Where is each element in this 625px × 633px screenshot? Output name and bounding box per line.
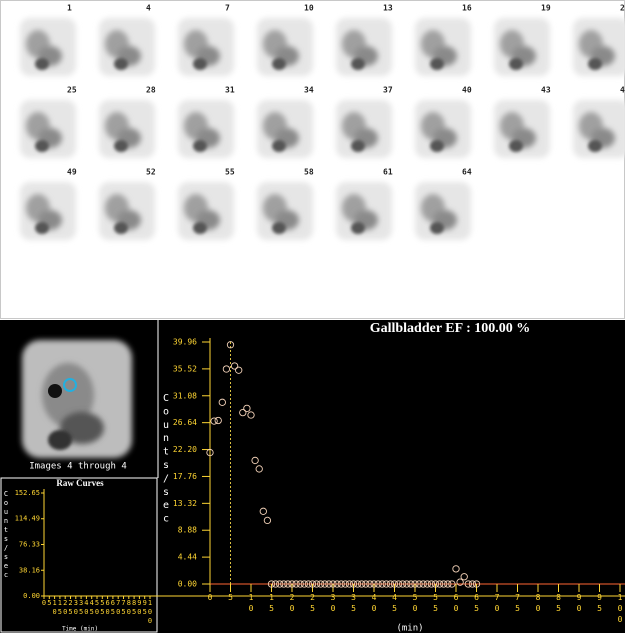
thumbnail-label: 37 (383, 86, 393, 95)
thumbnail (336, 18, 392, 76)
x-tick-label: 10 (52, 599, 56, 616)
y-tick-label: 39.96 (173, 338, 197, 347)
x-tick-label: 5 (47, 599, 51, 607)
y-tick-label: 13.32 (173, 499, 197, 508)
roi-image (22, 340, 132, 458)
y-tick-label: 76.33 (19, 540, 40, 548)
thumbnail (573, 100, 625, 158)
chart-title: Raw Curves (56, 478, 104, 488)
y-tick-label: 26.64 (173, 418, 197, 427)
thumbnail-label: 34 (304, 86, 314, 95)
thumbnail-label: 55 (225, 168, 235, 177)
thumbnail (494, 18, 550, 76)
thumbnail (336, 100, 392, 158)
y-tick-label: 0.00 (23, 592, 40, 600)
y-tick-label: 0.00 (178, 580, 197, 589)
thumbnail-label: 16 (462, 4, 472, 13)
thumbnail (20, 18, 76, 76)
thumbnail-label: 4 (146, 4, 151, 13)
thumbnail (573, 18, 625, 76)
thumbnail-label: 58 (304, 168, 314, 177)
thumbnail-label: 64 (462, 168, 472, 177)
x-tick-label: 75 (121, 599, 125, 616)
y-tick-label: 8.88 (178, 526, 197, 535)
thumbnail-label: 31 (225, 86, 235, 95)
x-axis-label: Time (min) (62, 626, 98, 633)
thumbnail (178, 18, 234, 76)
thumbnail-label: 22 (620, 4, 625, 13)
thumbnail (20, 182, 76, 240)
y-tick-label: 114.49 (15, 515, 40, 523)
thumbnail (257, 18, 313, 76)
thumbnail-label: 40 (462, 86, 472, 95)
x-tick-label: 0 (42, 599, 46, 607)
thumbnail (494, 100, 550, 158)
thumbnail-label: 7 (225, 4, 230, 13)
x-tick-label: 5 (228, 593, 233, 602)
y-tick-label: 35.52 (173, 364, 197, 373)
thumbnail-label: 10 (304, 4, 314, 13)
thumbnail-label: 19 (541, 4, 551, 13)
x-tick-label: 30 (74, 599, 78, 616)
y-tick-label: 31.08 (173, 391, 197, 400)
x-tick-label: 85 (132, 599, 136, 616)
thumbnail (178, 100, 234, 158)
thumbnail-label: 49 (67, 168, 77, 177)
thumbnail (415, 18, 471, 76)
y-tick-label: 38.16 (19, 566, 40, 574)
thumbnail (99, 18, 155, 76)
thumbnail (99, 100, 155, 158)
x-tick-label: 80 (127, 599, 131, 616)
thumbnail-label: 25 (67, 86, 77, 95)
thumbnail-label: 13 (383, 4, 393, 13)
thumbnail-label: 43 (541, 86, 551, 95)
thumbnail (336, 182, 392, 240)
thumbnail (257, 100, 313, 158)
thumbnail (257, 182, 313, 240)
x-tick-label: 35 (79, 599, 83, 616)
thumbnail (178, 182, 234, 240)
thumbnail (20, 100, 76, 158)
thumbnail (415, 100, 471, 158)
roi-caption: Images 4 through 4 (29, 462, 127, 472)
thumbnail-label: 28 (146, 86, 156, 95)
thumbnail-label: 61 (383, 168, 393, 177)
thumbnail-label: 46 (620, 86, 625, 95)
thumbnail (99, 182, 155, 240)
chart-title: Gallbladder EF : 100.00 % (370, 321, 531, 336)
x-tick-label: 0 (208, 593, 213, 602)
y-tick-label: 152.65 (15, 489, 40, 497)
x-tick-label: 100 (618, 593, 623, 624)
thumbnail-label: 1 (67, 4, 72, 13)
y-tick-label: 4.44 (178, 553, 197, 562)
x-tick-label: 95 (143, 599, 147, 616)
y-tick-label: 17.76 (173, 472, 197, 481)
screen: 1471013161922252831343740434649525558616… (0, 0, 625, 633)
thumbnail (415, 182, 471, 240)
thumbnail-label: 52 (146, 168, 156, 177)
y-tick-label: 22.20 (173, 445, 197, 454)
x-axis-label: (min) (396, 624, 423, 633)
page: 1471013161922252831343740434649525558616… (0, 0, 625, 633)
